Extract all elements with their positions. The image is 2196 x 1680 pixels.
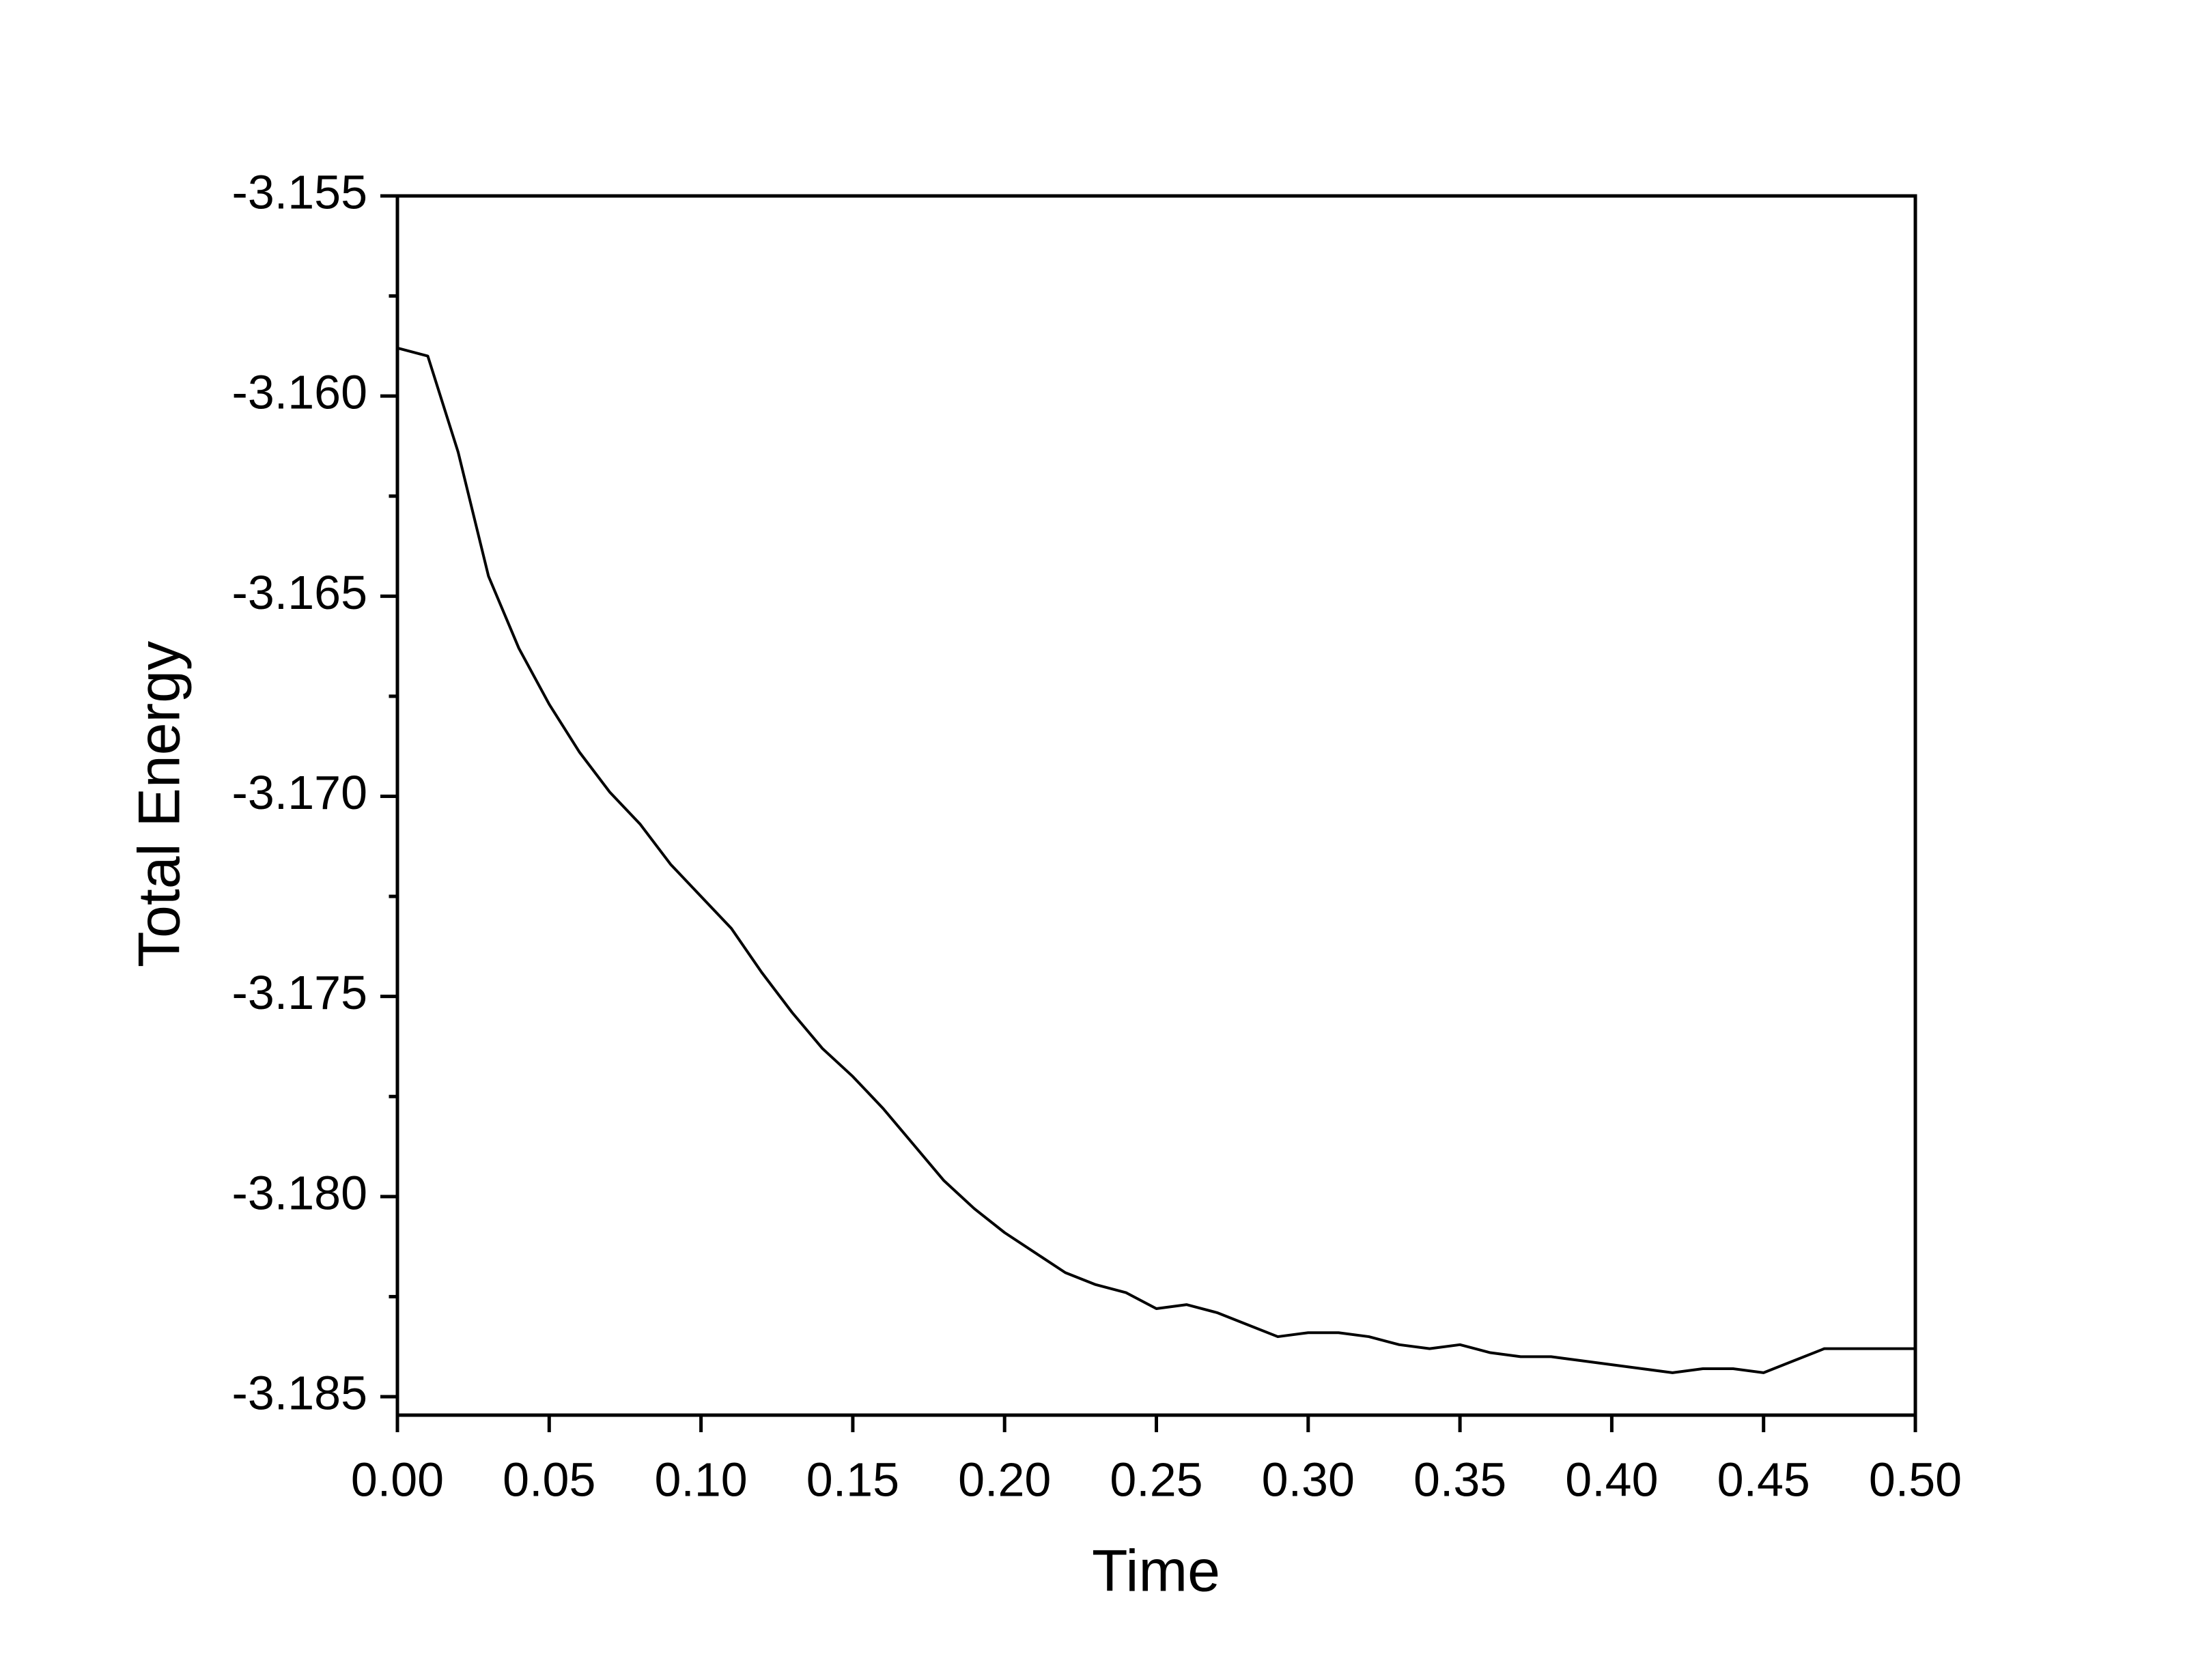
x-tick-label: 0.15 (806, 1453, 899, 1506)
y-tick-label: -3.185 (232, 1367, 367, 1420)
y-axis-label: Total Energy (127, 641, 193, 967)
x-tick-label: 0.05 (503, 1453, 595, 1506)
y-tick-label: -3.160 (232, 366, 367, 419)
x-tick-label: 0.40 (1565, 1453, 1658, 1506)
x-tick-label: 0.35 (1413, 1453, 1506, 1506)
line (397, 346, 1915, 1374)
x-tick-label: 0.20 (958, 1453, 1051, 1506)
x-tick-label: 0.25 (1110, 1453, 1202, 1506)
x-tick-label: 0.45 (1717, 1453, 1810, 1506)
x-tick-label: 0.30 (1262, 1453, 1355, 1506)
y-tick-label: -3.165 (232, 566, 367, 619)
plot-frame (395, 194, 1917, 1417)
x-tick-label: 0.10 (654, 1453, 747, 1506)
x-tick-label: 0.00 (351, 1453, 444, 1506)
y-tick-label: -3.155 (232, 165, 367, 218)
y-tick-label: -3.170 (232, 766, 367, 819)
y-tick-label: -3.180 (232, 1166, 367, 1219)
x-tick-label: 0.50 (1869, 1453, 1962, 1506)
y-tick-label: -3.175 (232, 966, 367, 1019)
x-axis-label: Time (1092, 1539, 1220, 1604)
